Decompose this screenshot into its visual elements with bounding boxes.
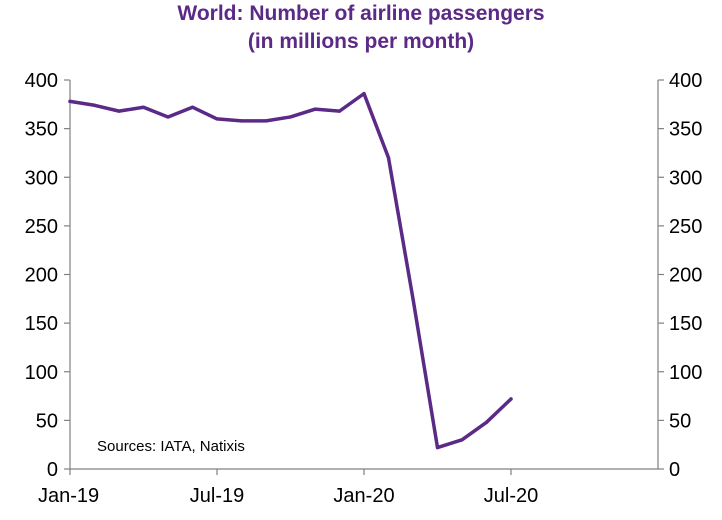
y-tick-label-right: 200 <box>669 265 702 287</box>
y-tick-label-right: 50 <box>669 410 691 432</box>
y-tick-label-left: 250 <box>25 216 58 238</box>
data-point <box>92 103 97 107</box>
data-point <box>484 420 489 424</box>
data-point <box>117 109 121 113</box>
y-tick-label-left: 100 <box>25 362 58 384</box>
chart-subtitle: (in millions per month) <box>247 30 475 53</box>
y-tick-label-left: 400 <box>25 70 58 92</box>
data-point <box>386 156 391 160</box>
data-point <box>411 297 415 301</box>
source-note: Sources: IATA, Natixis <box>97 438 245 455</box>
y-tick-label-left: 300 <box>25 167 58 189</box>
y-tick-label-left: 150 <box>25 313 58 335</box>
y-tick-label-right: 100 <box>669 362 702 384</box>
y-tick-label-left: 0 <box>47 459 58 481</box>
y-tick-label-right: 250 <box>669 216 702 238</box>
data-point <box>264 119 268 123</box>
data-point <box>460 438 464 442</box>
data-point <box>362 92 366 96</box>
y-tick-label-left: 50 <box>36 410 58 432</box>
x-tick-label: Jul-19 <box>190 485 244 507</box>
series-line <box>68 91 513 450</box>
y-tick-label-right: 0 <box>669 459 680 481</box>
data-point <box>239 119 244 123</box>
chart-title: World: Number of airline passengers <box>177 2 545 25</box>
data-point <box>166 115 170 119</box>
data-point <box>68 99 72 103</box>
data-point <box>313 107 317 111</box>
data-point <box>509 397 513 401</box>
y-tick-label-right: 150 <box>669 313 702 335</box>
data-point <box>190 105 195 109</box>
x-tick-label: Jan-20 <box>333 485 394 507</box>
y-tick-label-left: 200 <box>25 265 58 287</box>
y-tick-label-right: 400 <box>669 70 702 92</box>
y-tick-label-left: 350 <box>25 119 58 141</box>
data-point <box>435 446 440 450</box>
x-tick-label: Jan-19 <box>38 485 99 507</box>
data-point <box>337 109 342 113</box>
y-tick-label-right: 350 <box>669 119 702 141</box>
data-point <box>141 105 146 109</box>
data-point <box>288 115 293 119</box>
x-tick-label: Jul-20 <box>484 485 538 507</box>
y-tick-label-right: 300 <box>669 167 702 189</box>
data-point <box>215 117 219 121</box>
